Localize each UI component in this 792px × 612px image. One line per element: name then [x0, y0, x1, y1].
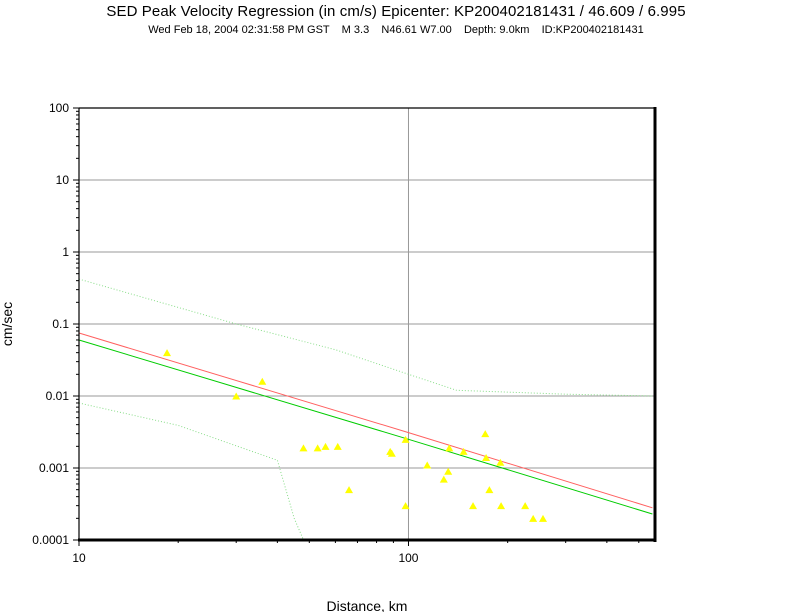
data-point-marker [482, 453, 491, 461]
data-point-marker [529, 514, 538, 522]
x-tick-label: 100 [398, 551, 418, 565]
data-point-marker [401, 502, 410, 510]
y-tick-label: 100 [49, 101, 69, 115]
confidence-bound-line [78, 278, 653, 397]
data-point-marker [496, 458, 505, 466]
data-point-marker [485, 486, 494, 494]
y-tick-label: 1 [62, 245, 69, 259]
data-point-marker [481, 430, 490, 438]
y-axis-label: cm/sec [0, 302, 15, 346]
data-point-marker [313, 444, 322, 452]
data-point-marker [423, 461, 432, 469]
data-point-marker [521, 502, 530, 510]
y-tick-label: 10 [56, 173, 70, 187]
chart-subtitle: Wed Feb 18, 2004 02:31:58 PM GST M 3.3 N… [148, 24, 644, 36]
data-point-marker [469, 502, 478, 510]
x-tick-label: 10 [72, 551, 86, 565]
data-point-marker [497, 502, 506, 510]
data-point-marker [232, 392, 241, 400]
grid-lines [79, 108, 655, 540]
y-tick-label: 0.001 [39, 461, 69, 475]
data-point-marker [333, 442, 342, 450]
data-point-marker [459, 447, 468, 455]
y-tick-label: 0.01 [46, 389, 70, 403]
data-points [163, 349, 547, 522]
data-point-marker [299, 444, 308, 452]
data-point-marker [321, 442, 330, 450]
data-point-marker [445, 444, 454, 452]
confidence-bound-line [78, 402, 304, 541]
data-point-marker [345, 486, 354, 494]
data-point-marker [258, 377, 267, 385]
axis-ticks: 0.0001 0.001 0.01 0.1 1 10 100 10 100 [32, 101, 640, 565]
y-tick-label: 0.0001 [32, 533, 69, 547]
chart-title: SED Peak Velocity Regression (in cm/s) E… [106, 3, 686, 20]
data-point-marker [444, 467, 453, 475]
data-point-marker [387, 449, 396, 457]
data-point-marker [439, 475, 448, 483]
regression-line [78, 332, 653, 509]
data-point-marker [163, 349, 172, 357]
regression-line [78, 339, 653, 515]
data-point-marker [538, 514, 547, 522]
data-point-marker [401, 435, 410, 443]
regression-lines [78, 278, 653, 541]
y-tick-label: 0.1 [52, 317, 69, 331]
x-axis-label: Distance, km [327, 598, 408, 612]
